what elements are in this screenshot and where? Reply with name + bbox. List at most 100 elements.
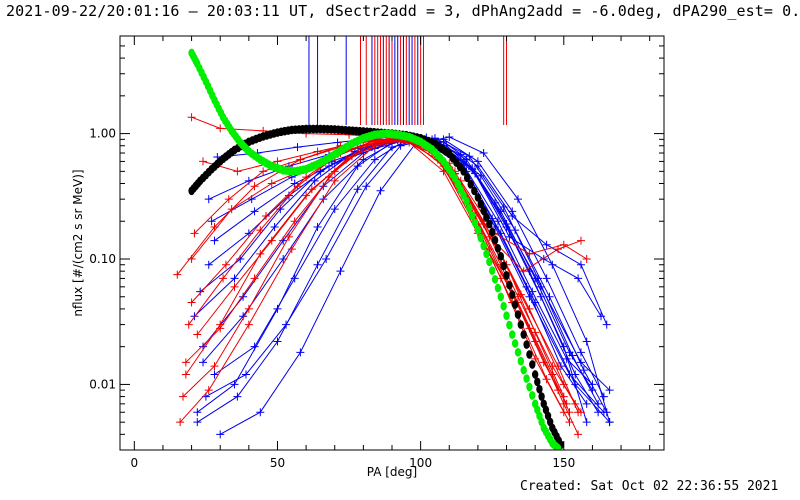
red-curve-point — [287, 245, 296, 254]
blue-curve-point — [476, 171, 485, 180]
black-fit-curve-dot — [517, 320, 525, 329]
black-fit-curve-dot — [536, 384, 543, 394]
blue-curve-point — [313, 260, 322, 269]
y-tick-label: 1.00 — [89, 127, 116, 141]
x-axis: 0 50 100 150 — [130, 36, 651, 470]
blue-curve-point — [207, 217, 216, 226]
red-curve-point — [187, 113, 196, 122]
green-fit-curve-dot — [471, 218, 479, 228]
green-fit-curve-dot — [494, 283, 502, 293]
blue-curve-point — [241, 370, 250, 379]
black-fit-curve-dot — [497, 252, 504, 261]
blue-curve-point — [293, 143, 302, 152]
red-curve-point — [227, 205, 236, 214]
blue-curve-point — [330, 205, 339, 214]
red-curve-point — [325, 173, 334, 182]
green-fit-curve-dot — [529, 391, 536, 400]
red-curve-line — [179, 138, 570, 423]
green-fit-curve-dot — [466, 203, 473, 213]
blue-curve-point — [445, 132, 454, 141]
red-curve-point — [307, 185, 316, 194]
blue-curve-point — [528, 287, 537, 296]
x-axis-label: PA [deg] — [367, 465, 417, 479]
black-fit-curve-dot — [538, 392, 545, 401]
red-curve-point — [244, 304, 253, 313]
event-tick-lines — [308, 36, 508, 125]
red-curve-point — [224, 195, 233, 204]
blue-curve-point — [491, 198, 500, 207]
black-fit-curve-dot — [500, 261, 507, 271]
black-fit-curve-dot — [480, 206, 487, 216]
black-fit-curve-dot — [494, 243, 502, 253]
plot-area — [173, 36, 614, 450]
blue-curve-point — [250, 207, 259, 216]
red-curve-point — [233, 167, 242, 176]
blue-curve-point — [565, 348, 574, 357]
red-curve-point — [574, 430, 583, 439]
green-fit-curve-dot — [477, 233, 484, 243]
y-tick-label: 0.01 — [89, 377, 116, 391]
black-fit-curve-dot — [534, 377, 541, 387]
plot-content — [173, 36, 614, 450]
blue-curve-point — [479, 149, 488, 158]
blue-curve-point — [539, 255, 548, 264]
blue-curve-point — [290, 274, 299, 283]
red-curve-point — [293, 182, 302, 191]
green-fit-curve-dot — [500, 301, 507, 311]
blue-curve-point — [270, 222, 279, 231]
red-curve-point — [199, 157, 208, 166]
blue-curve-point — [599, 392, 608, 401]
blue-curve-point — [353, 185, 362, 194]
blue-curve-point — [574, 274, 583, 283]
red-curve — [187, 113, 583, 439]
red-curve-point — [250, 274, 259, 283]
black-fit-curve-dot — [511, 300, 519, 309]
black-fit-curve-dot — [526, 350, 533, 359]
red-curve-point — [554, 245, 563, 254]
blue-curve-point — [542, 240, 551, 249]
blue-curve-point — [204, 195, 213, 204]
blue-curve-point — [196, 287, 205, 296]
red-curve-point — [559, 408, 568, 417]
red-curve-point — [513, 292, 522, 301]
blue-curve-point — [376, 186, 385, 195]
black-fit-curve-dot — [531, 370, 539, 379]
blue-curve-point — [594, 399, 603, 408]
green-fit-curve-dot — [514, 348, 522, 357]
red-curve-point — [576, 408, 585, 417]
blue-curve-point — [602, 320, 611, 329]
blue-curve-point — [582, 399, 591, 408]
blue-curve-point — [522, 282, 531, 291]
blue-curve-point — [388, 143, 396, 152]
red-curve-point — [230, 282, 239, 291]
black-fit-curve-dot — [509, 290, 516, 299]
blue-curve-point — [559, 342, 568, 351]
blue-curve-point — [230, 380, 239, 389]
red-curve-point — [519, 267, 528, 276]
blue-curve-point — [193, 408, 202, 417]
red-curve — [187, 135, 568, 401]
red-curve-point — [173, 270, 182, 279]
red-curve-point — [256, 226, 265, 235]
red-curve — [184, 134, 571, 408]
red-curve-point — [193, 330, 202, 339]
y-axis: 0.01 0.10 1.00 — [89, 35, 664, 451]
red-curve-point — [302, 191, 311, 200]
green-fit-curve-dot — [503, 311, 510, 320]
red-curve-point — [531, 354, 540, 363]
green-fit-curve-dot — [520, 365, 527, 375]
blue-curve — [193, 133, 591, 427]
blue-curve-point — [597, 312, 606, 321]
black-fit-curve-dot — [463, 173, 471, 183]
red-curve-line — [191, 140, 582, 272]
red-curve-line — [188, 137, 568, 405]
red-curve-point — [184, 320, 193, 329]
black-fit-curve-dot — [529, 360, 536, 369]
red-curve-point — [525, 249, 534, 258]
black-fit-curve-dot — [520, 330, 527, 339]
red-curve-point — [330, 176, 339, 185]
blue-curve-point — [582, 418, 591, 427]
red-curve-point — [259, 167, 268, 176]
black-fit-curve — [188, 124, 565, 450]
